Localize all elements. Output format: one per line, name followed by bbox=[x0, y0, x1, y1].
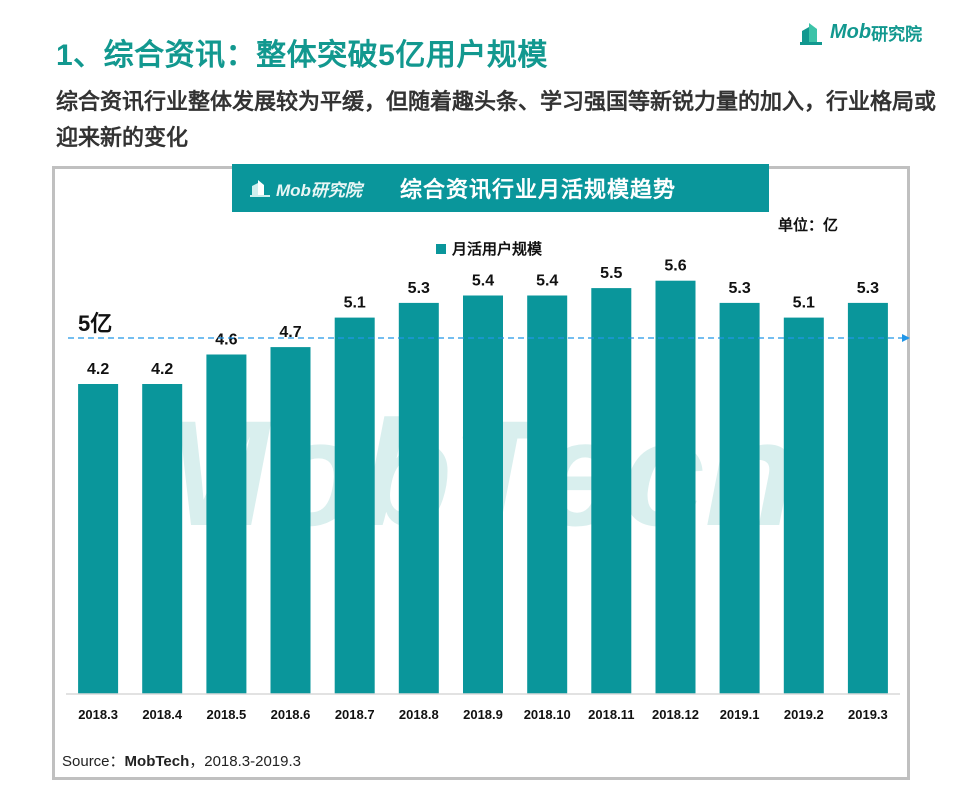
bar-2019.1 bbox=[719, 302, 760, 694]
reference-arrow-icon bbox=[902, 334, 910, 342]
bar-2018.4 bbox=[142, 384, 183, 694]
reference-line-label: 5亿 bbox=[78, 311, 113, 336]
bar-2018.7 bbox=[334, 317, 375, 694]
value-label: 4.7 bbox=[279, 324, 301, 341]
banner-logo-text: Mob研究院 bbox=[276, 180, 362, 200]
value-label: 5.4 bbox=[472, 273, 494, 290]
logo-text: Mob bbox=[830, 21, 872, 43]
value-label: 4.6 bbox=[215, 332, 237, 349]
value-label: 5.3 bbox=[728, 280, 750, 297]
bar-2018.9 bbox=[463, 295, 503, 694]
value-label: 4.2 bbox=[151, 361, 173, 378]
chart-title: 综合资讯行业月活规模趋势 bbox=[399, 177, 676, 202]
x-tick-label: 2018.5 bbox=[207, 707, 247, 722]
bar-2018.11 bbox=[591, 288, 632, 694]
x-tick-label: 2019.1 bbox=[720, 707, 760, 722]
value-label: 5.4 bbox=[536, 273, 558, 290]
source-name: MobTech bbox=[124, 753, 190, 770]
x-tick-label: 2018.6 bbox=[271, 707, 311, 722]
value-label: 4.2 bbox=[87, 361, 109, 378]
value-label: 5.1 bbox=[344, 295, 366, 312]
x-tick-label: 2018.8 bbox=[399, 707, 439, 722]
legend: 月活用户规模 bbox=[436, 238, 542, 259]
x-tick-label: 2018.3 bbox=[78, 707, 118, 722]
bar-2018.3 bbox=[78, 384, 119, 694]
banner-logo: Mob研究院 bbox=[250, 176, 362, 201]
value-label: 5.5 bbox=[600, 265, 622, 282]
x-tick-label: 2019.3 bbox=[848, 707, 888, 722]
logo-text-cn: 研究院 bbox=[871, 25, 923, 44]
page-subtitle: 综合资讯行业整体发展较为平缓，但随着趣头条、学习强国等新锐力量的加入，行业格局或… bbox=[56, 89, 937, 150]
mob-research-logo: Mob 研究院 bbox=[800, 20, 922, 45]
bar-2019.2 bbox=[783, 317, 824, 694]
x-tick-label: 2018.11 bbox=[588, 707, 634, 722]
x-tick-label: 2019.2 bbox=[784, 707, 824, 722]
bar-2018.12 bbox=[655, 280, 696, 694]
legend-label: 月活用户规模 bbox=[452, 241, 543, 258]
source-suffix: ，2018.3-2019.3 bbox=[189, 753, 302, 770]
unit-label: 单位：亿 bbox=[778, 217, 839, 234]
building-logo-icon bbox=[800, 22, 822, 45]
bar-2019.3 bbox=[847, 302, 888, 694]
x-tick-label: 2018.12 bbox=[652, 707, 699, 722]
value-label: 5.6 bbox=[664, 258, 686, 275]
legend-swatch bbox=[436, 243, 446, 254]
bar-2018.5 bbox=[206, 354, 247, 694]
x-tick-label: 2018.7 bbox=[335, 707, 375, 722]
chart-banner: Mob研究院 综合资讯行业月活规模趋势 bbox=[232, 164, 769, 212]
x-tick-label: 2018.10 bbox=[524, 707, 571, 722]
source-note: Source：MobTech，2018.3-2019.3 bbox=[62, 750, 301, 771]
bar-2018.8 bbox=[398, 302, 439, 694]
source-prefix: Source： bbox=[62, 753, 125, 770]
bar-2018.10 bbox=[527, 295, 568, 694]
value-label: 5.1 bbox=[793, 295, 815, 312]
x-tick-label: 2018.4 bbox=[142, 707, 183, 722]
page-title: 1、综合资讯：整体突破5亿用户规模 bbox=[56, 39, 548, 72]
value-label: 5.3 bbox=[857, 280, 879, 297]
bar-2018.6 bbox=[270, 347, 311, 694]
building-logo-icon bbox=[250, 180, 270, 197]
value-label: 5.3 bbox=[408, 280, 430, 297]
x-tick-label: 2018.9 bbox=[463, 707, 503, 722]
